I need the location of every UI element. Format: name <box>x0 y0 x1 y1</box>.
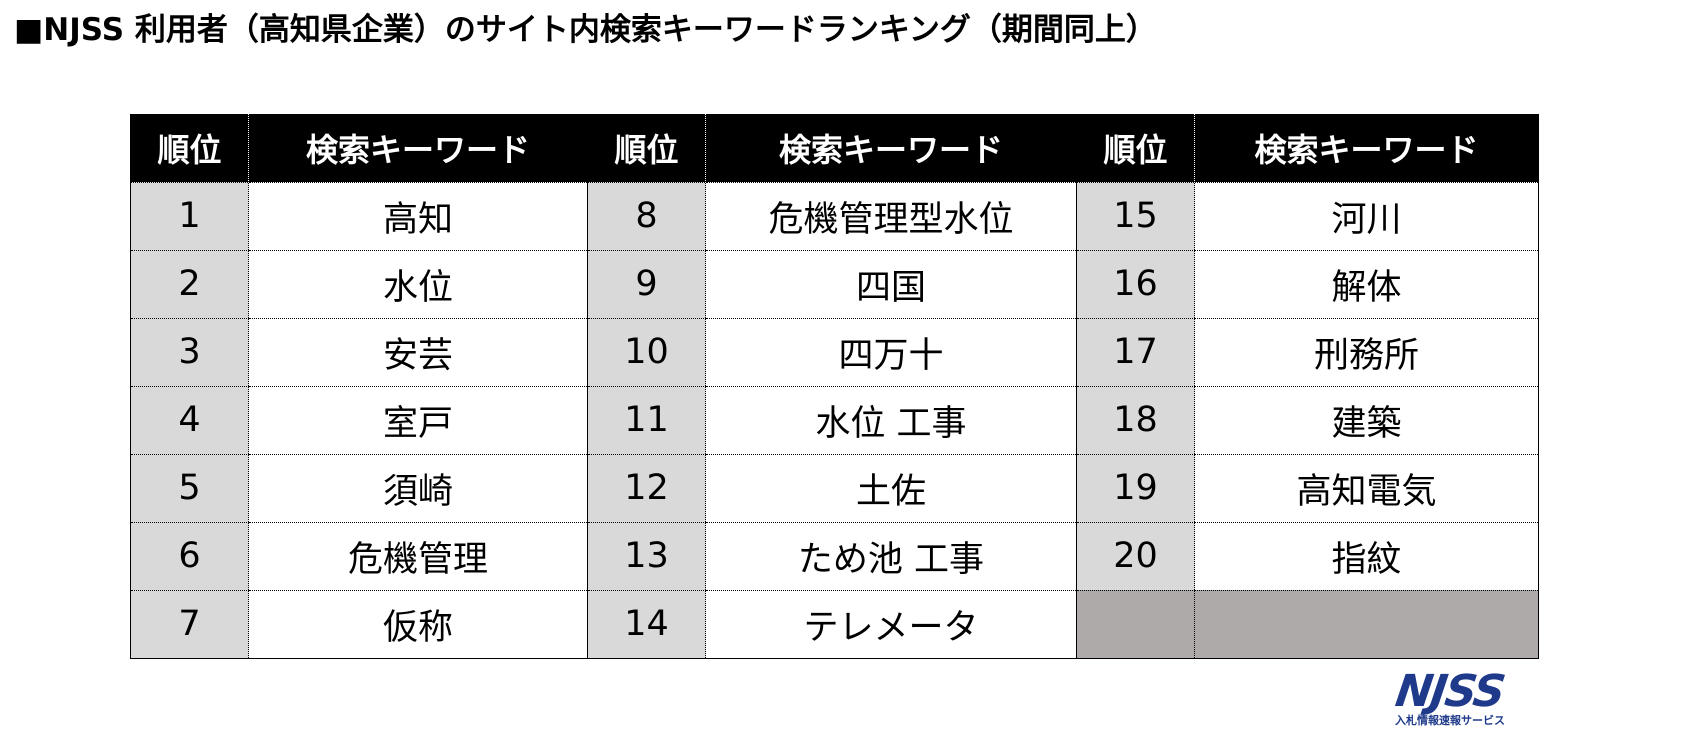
rank-cell: 13 <box>587 521 706 591</box>
rank-cell: 10 <box>587 317 706 387</box>
rank-cell: 11 <box>587 385 706 455</box>
keyword-cell: 高知 <box>248 181 588 251</box>
rank-cell: 5 <box>130 453 249 523</box>
keyword-cell: 建築 <box>1194 385 1539 455</box>
empty-cell <box>1194 589 1539 659</box>
keyword-cell: 解体 <box>1194 249 1539 319</box>
rank-cell: 18 <box>1076 385 1195 455</box>
keyword-cell: ため池 工事 <box>705 521 1077 591</box>
rank-cell: 17 <box>1076 317 1195 387</box>
table-row: 6 危機管理 13 ため池 工事 20 指紋 <box>130 521 1539 591</box>
keyword-cell: 指紋 <box>1194 521 1539 591</box>
table-row: 5 須崎 12 土佐 19 高知電気 <box>130 453 1539 523</box>
table-row: 4 室戸 11 水位 工事 18 建築 <box>130 385 1539 455</box>
table-header-row: 順位 検索キーワード 順位 検索キーワード 順位 検索キーワード <box>130 114 1539 182</box>
rank-cell: 3 <box>130 317 249 387</box>
header-rank: 順位 <box>587 114 706 182</box>
keyword-cell: 水位 <box>248 249 588 319</box>
keyword-cell: 水位 工事 <box>705 385 1077 455</box>
rank-cell: 20 <box>1076 521 1195 591</box>
keyword-cell: 危機管理型水位 <box>705 181 1077 251</box>
header-rank: 順位 <box>1076 114 1195 182</box>
header-keyword: 検索キーワード <box>248 114 588 182</box>
keyword-cell: 安芸 <box>248 317 588 387</box>
keyword-cell: 刑務所 <box>1194 317 1539 387</box>
rank-cell: 4 <box>130 385 249 455</box>
rank-cell: 9 <box>587 249 706 319</box>
keyword-cell: 室戸 <box>248 385 588 455</box>
keyword-cell: 四国 <box>705 249 1077 319</box>
rank-cell: 1 <box>130 181 249 251</box>
rank-cell: 19 <box>1076 453 1195 523</box>
table-row: 3 安芸 10 四万十 17 刑務所 <box>130 317 1539 387</box>
header-keyword: 検索キーワード <box>1194 114 1539 182</box>
keyword-cell: 仮称 <box>248 589 588 659</box>
rank-cell: 2 <box>130 249 249 319</box>
empty-cell <box>1076 589 1195 659</box>
header-keyword: 検索キーワード <box>705 114 1077 182</box>
rank-cell: 6 <box>130 521 249 591</box>
header-rank: 順位 <box>130 114 249 182</box>
njss-logo: NJSS 入札情報速報サービス <box>1380 666 1520 734</box>
rank-cell: 16 <box>1076 249 1195 319</box>
keyword-cell: 四万十 <box>705 317 1077 387</box>
keyword-cell: 河川 <box>1194 181 1539 251</box>
table-row: 1 高知 8 危機管理型水位 15 河川 <box>130 181 1539 251</box>
keyword-ranking-table: 順位 検索キーワード 順位 検索キーワード 順位 検索キーワード 1 高知 8 … <box>130 114 1539 659</box>
page-title: ■NJSS 利用者（高知県企業）のサイト内検索キーワードランキング（期間同上） <box>14 12 1157 48</box>
keyword-cell: テレメータ <box>705 589 1077 659</box>
logo-mark: NJSS <box>1392 666 1508 717</box>
keyword-cell: 危機管理 <box>248 521 588 591</box>
table-row: 7 仮称 14 テレメータ <box>130 589 1539 659</box>
logo-subtitle: 入札情報速報サービス <box>1395 714 1505 727</box>
rank-cell: 14 <box>587 589 706 659</box>
keyword-cell: 須崎 <box>248 453 588 523</box>
table-row: 2 水位 9 四国 16 解体 <box>130 249 1539 319</box>
keyword-cell: 土佐 <box>705 453 1077 523</box>
keyword-cell: 高知電気 <box>1194 453 1539 523</box>
rank-cell: 12 <box>587 453 706 523</box>
rank-cell: 15 <box>1076 181 1195 251</box>
rank-cell: 7 <box>130 589 249 659</box>
rank-cell: 8 <box>587 181 706 251</box>
